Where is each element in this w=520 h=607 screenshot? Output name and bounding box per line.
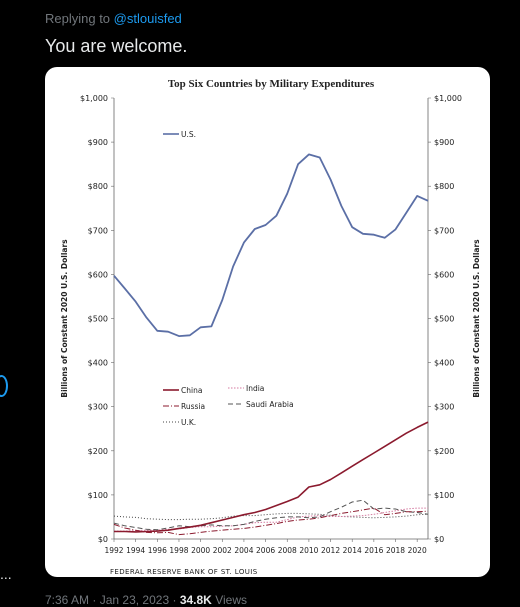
meta-separator: · <box>92 593 97 607</box>
x-tick-label: 1994 <box>126 546 145 555</box>
x-tick-label: 2018 <box>386 546 405 555</box>
tweet-text: You are welcome. <box>45 36 188 56</box>
x-tick-label: 2006 <box>256 546 275 555</box>
series-line-u-s <box>113 153 429 338</box>
y-tick-label-right: $0 <box>434 535 444 544</box>
reply-context: Replying to @stlouisfed <box>45 11 182 26</box>
x-tick-label: 1996 <box>148 546 167 555</box>
y-tick-label-left: $500 <box>88 315 108 324</box>
x-tick-label: 2008 <box>278 546 297 555</box>
y-tick-label-left: $100 <box>88 491 108 500</box>
tweet-date[interactable]: Jan 23, 2023 <box>99 593 170 607</box>
military-expenditure-chart: Top Six Countries by Military Expenditur… <box>60 78 481 555</box>
y-tick-label-left: $900 <box>88 138 108 147</box>
y-tick-label-left: $700 <box>88 226 108 235</box>
legend-label: India <box>246 384 264 393</box>
y-tick-label-left: $800 <box>88 182 108 191</box>
reply-handle-link[interactable]: @stlouisfed <box>113 11 182 26</box>
series-line-russia <box>113 507 429 536</box>
x-tick-label: 2010 <box>299 546 318 555</box>
legend-label: Saudi Arabia <box>246 400 294 409</box>
y-tick-label-right: $600 <box>434 270 454 279</box>
views-count: 34.8K <box>179 593 212 607</box>
y-tick-label-right: $200 <box>434 447 454 456</box>
y-tick-label-right: $300 <box>434 403 454 412</box>
y-tick-label-left: $600 <box>88 270 108 279</box>
y-tick-label-left: $400 <box>88 359 108 368</box>
x-tick-label: 2014 <box>343 546 362 555</box>
y-tick-label-right: $500 <box>434 315 454 324</box>
tweet-meta: 7:36 AM · Jan 23, 2023 · 34.8K Views <box>45 593 247 607</box>
x-tick-label: 2020 <box>408 546 427 555</box>
x-tick-label: 2004 <box>234 546 253 555</box>
more-options-icon[interactable]: ... <box>0 566 12 582</box>
y-tick-label-left: $300 <box>88 403 108 412</box>
series-line-u-k <box>113 512 429 521</box>
y-tick-label-left: $1,000 <box>80 94 108 103</box>
y-tick-label-right: $900 <box>434 138 454 147</box>
x-tick-label: 1998 <box>169 546 188 555</box>
views-label: Views <box>215 593 247 607</box>
meta-separator-2: · <box>172 593 177 607</box>
legend-label: China <box>181 386 202 395</box>
x-tick-label: 2016 <box>364 546 383 555</box>
chart-title: Top Six Countries by Military Expenditur… <box>168 78 375 90</box>
legend-label: U.K. <box>181 418 196 427</box>
y-tick-label-right: $700 <box>434 226 454 235</box>
figure-credit: FEDERAL RESERVE BANK OF ST. LOUIS <box>110 568 258 576</box>
x-tick-label: 2012 <box>321 546 340 555</box>
series-line-saudi-arabia <box>113 499 429 531</box>
y-axis-label-left: Billions of Constant 2020 U.S. Dollars <box>60 239 69 398</box>
y-tick-label-right: $1,000 <box>434 94 462 103</box>
reply-prefix: Replying to <box>45 11 111 26</box>
legend-label: U.S. <box>181 130 196 139</box>
tweet-image[interactable]: Top Six Countries by Military Expenditur… <box>45 67 490 577</box>
x-tick-label: 2000 <box>191 546 210 555</box>
avatar-edge-icon[interactable] <box>0 375 8 397</box>
x-tick-label: 1992 <box>104 546 123 555</box>
y-tick-label-left: $0 <box>98 535 108 544</box>
y-tick-label-left: $200 <box>88 447 108 456</box>
y-tick-label-right: $400 <box>434 359 454 368</box>
tweet-time[interactable]: 7:36 AM <box>45 593 90 607</box>
legend-label: Russia <box>181 402 205 411</box>
y-axis-label-right: Billions of Constant 2020 U.S. Dollars <box>472 239 481 398</box>
y-tick-label-right: $800 <box>434 182 454 191</box>
x-tick-label: 2002 <box>213 546 232 555</box>
series-line-india <box>114 507 428 532</box>
series-line-china <box>114 421 429 533</box>
y-tick-label-right: $100 <box>434 491 454 500</box>
